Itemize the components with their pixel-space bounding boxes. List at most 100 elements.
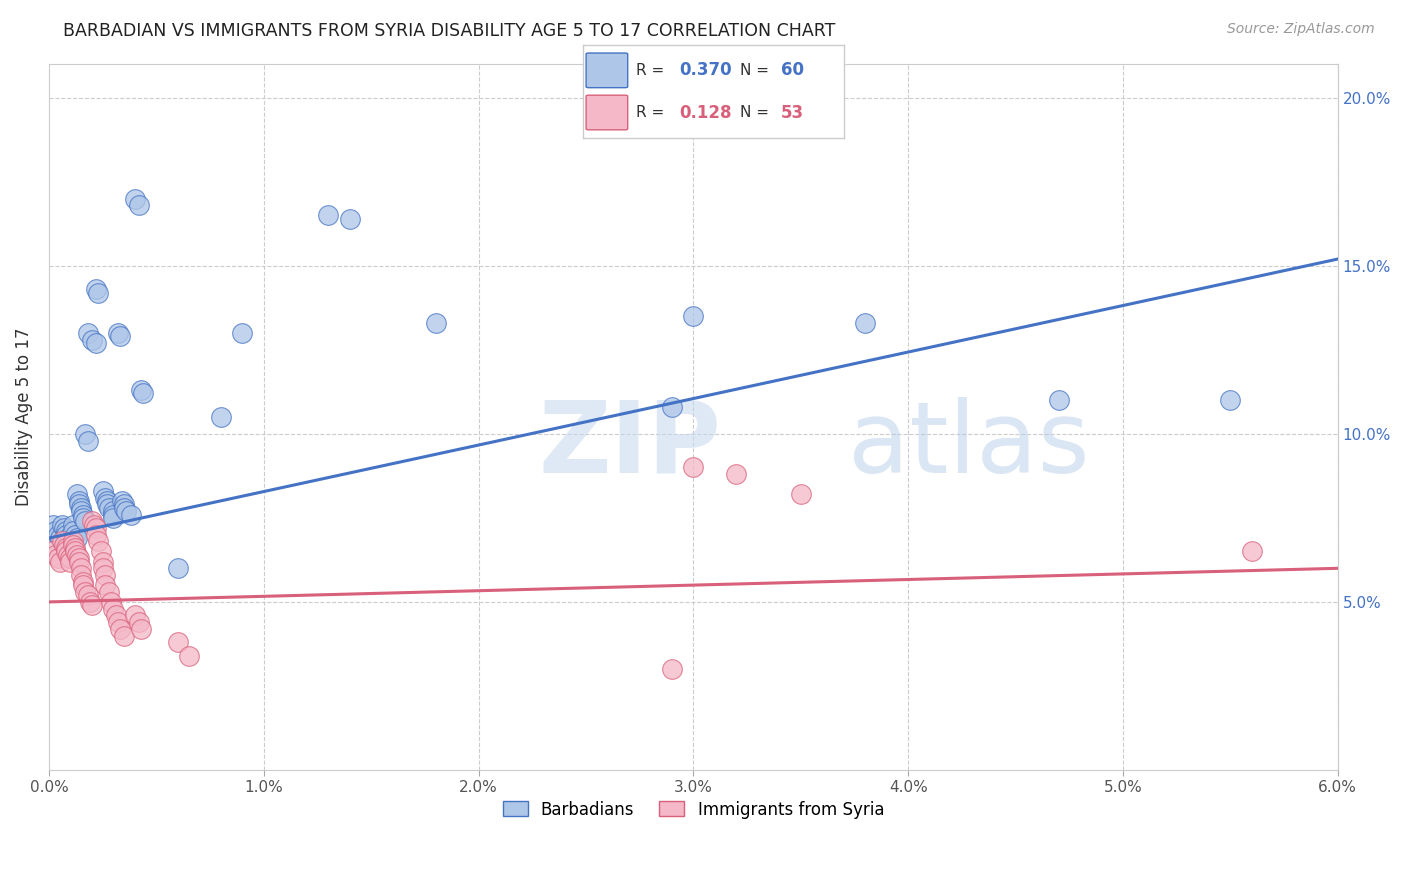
Point (790, 487, 813, 501)
Point (87, 285, 110, 300)
Point (94, 491, 117, 505)
Text: R =: R = (636, 105, 669, 120)
Point (72, 511, 94, 525)
Text: BARBADIAN VS IMMIGRANTS FROM SYRIA DISABILITY AGE 5 TO 17 CORRELATION CHART: BARBADIAN VS IMMIGRANTS FROM SYRIA DISAB… (63, 22, 835, 40)
Point (46, 527, 69, 541)
Point (53, 538, 76, 552)
Point (96, 498, 118, 512)
Point (104, 608, 127, 623)
FancyBboxPatch shape (586, 53, 627, 87)
Point (108, 622, 131, 636)
Point (111, 494, 134, 508)
Text: R =: R = (636, 62, 669, 78)
Point (100, 595, 122, 609)
Point (70, 504, 93, 518)
Point (339, 211, 361, 226)
Point (67, 498, 90, 512)
Point (55, 524, 77, 539)
Point (70, 500, 93, 515)
Point (76, 434, 98, 448)
Point (87, 534, 110, 549)
Point (70, 561, 93, 575)
Point (112, 498, 135, 512)
Point (91, 483, 114, 498)
Point (853, 316, 876, 330)
Point (80, 333, 103, 347)
Point (124, 192, 146, 206)
Point (96, 494, 118, 508)
Point (94, 568, 117, 582)
Point (91, 555, 114, 569)
Text: 53: 53 (782, 103, 804, 121)
Y-axis label: Disability Age 5 to 17: Disability Age 5 to 17 (15, 327, 32, 507)
Point (84, 527, 107, 541)
Point (682, 309, 704, 323)
Point (112, 500, 135, 515)
Point (91, 561, 114, 575)
Point (44, 548, 66, 562)
FancyBboxPatch shape (586, 95, 627, 130)
Point (80, 599, 103, 613)
Point (89, 544, 111, 558)
Point (425, 316, 447, 330)
Point (132, 386, 155, 401)
Point (62, 538, 84, 552)
Point (1047, 393, 1070, 408)
Point (131, 622, 153, 636)
Point (75, 514, 97, 528)
Point (76, 588, 98, 602)
Point (42, 517, 65, 532)
Point (316, 208, 339, 222)
Text: atlas: atlas (848, 397, 1090, 494)
Point (128, 615, 150, 629)
Point (62, 534, 84, 549)
Point (51, 534, 73, 549)
Point (177, 648, 200, 663)
Point (58, 548, 80, 562)
Point (76, 326, 98, 340)
Point (55, 544, 77, 558)
Point (103, 601, 125, 615)
Point (66, 531, 89, 545)
Point (75, 584, 97, 599)
Point (72, 508, 94, 522)
Point (72, 578, 94, 592)
Point (42, 544, 65, 558)
Point (63, 541, 86, 555)
Point (67, 551, 90, 566)
Point (120, 508, 142, 522)
Point (103, 508, 125, 522)
Point (48, 555, 70, 569)
Point (166, 561, 188, 575)
Point (75, 426, 97, 441)
Point (682, 460, 704, 475)
Point (70, 568, 93, 582)
Point (62, 524, 84, 539)
Point (59, 551, 82, 566)
Point (44, 524, 66, 539)
Legend: Barbadians, Immigrants from Syria: Barbadians, Immigrants from Syria (496, 794, 891, 825)
Text: 60: 60 (782, 62, 804, 79)
Point (58, 531, 80, 545)
Point (1219, 393, 1241, 408)
Point (55, 541, 77, 555)
Point (98, 500, 121, 515)
Point (59, 555, 82, 569)
Point (98, 584, 121, 599)
Point (66, 487, 89, 501)
Point (63, 544, 86, 558)
Point (128, 198, 150, 212)
Point (124, 608, 146, 623)
Text: 0.128: 0.128 (679, 103, 733, 121)
Point (72, 574, 94, 589)
Point (661, 662, 683, 676)
Point (84, 521, 107, 535)
Text: Source: ZipAtlas.com: Source: ZipAtlas.com (1227, 22, 1375, 37)
Point (46, 551, 69, 566)
Point (166, 635, 188, 649)
Point (66, 548, 89, 562)
Point (48, 531, 70, 545)
Point (661, 400, 683, 414)
Text: ZIP: ZIP (538, 397, 721, 494)
Point (84, 282, 107, 296)
